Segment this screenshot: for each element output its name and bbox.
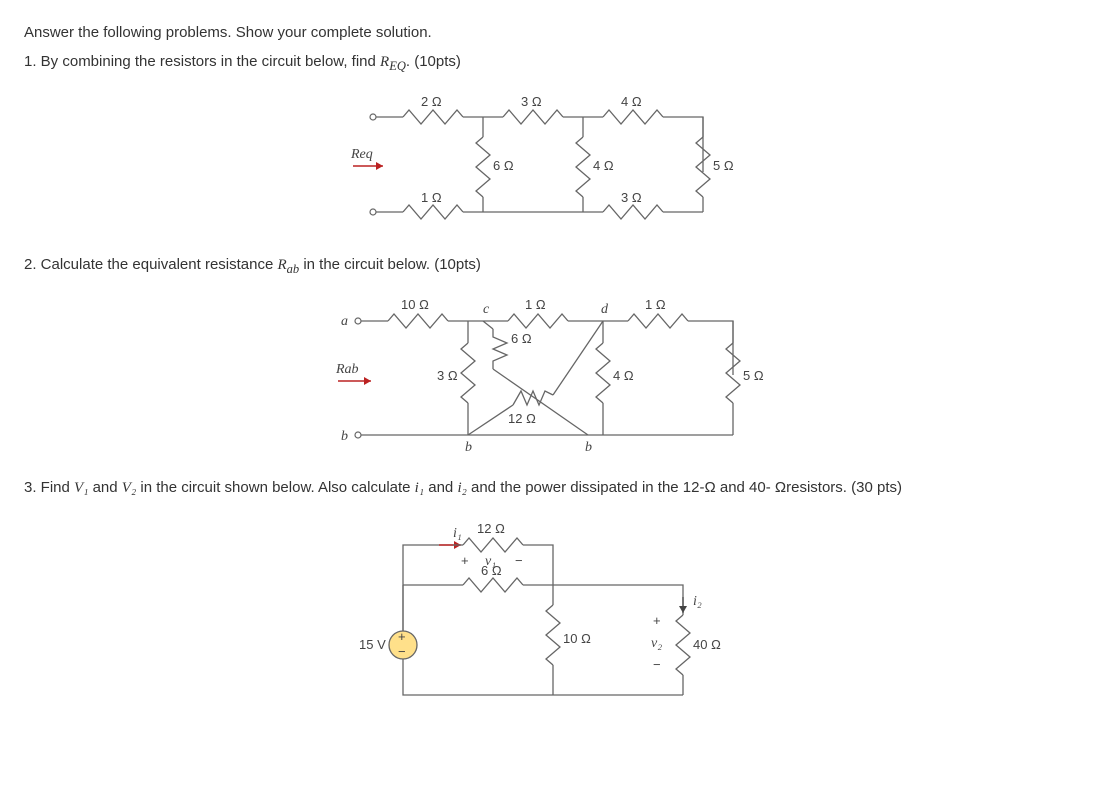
q3-t1: 3. Find bbox=[24, 479, 74, 496]
svg-text:3 Ω: 3 Ω bbox=[521, 94, 542, 109]
svg-text:12 Ω: 12 Ω bbox=[508, 411, 536, 426]
svg-text:−: − bbox=[398, 644, 406, 659]
svg-text:v₂: v₂ bbox=[651, 636, 662, 651]
q3-i1: i₁ bbox=[415, 480, 424, 496]
svg-text:1 Ω: 1 Ω bbox=[421, 190, 442, 205]
svg-text:b: b bbox=[585, 440, 592, 455]
circuit-3: + − 15 V i₁ 12 Ω + v₁ − 6 Ω 10 Ω i₂ 40 Ω… bbox=[343, 515, 763, 715]
svg-text:10 Ω: 10 Ω bbox=[401, 297, 429, 312]
q1-var: REQ bbox=[380, 54, 406, 70]
svg-text:5 Ω: 5 Ω bbox=[713, 158, 734, 173]
svg-text:6 Ω: 6 Ω bbox=[493, 158, 514, 173]
circuit-2: a 10 Ω c 1 Ω d 1 Ω 6 Ω 12 Ω 3 Ω 4 Ω 5 Ω … bbox=[333, 295, 773, 465]
q2-var: Rab bbox=[277, 257, 299, 273]
svg-text:3 Ω: 3 Ω bbox=[437, 368, 458, 383]
svg-text:c: c bbox=[483, 302, 490, 317]
svg-text:+: + bbox=[398, 629, 406, 644]
q3-v2: V₂ bbox=[122, 480, 136, 496]
svg-text:d: d bbox=[601, 302, 609, 317]
circuit-1: 2 Ω 3 Ω 4 Ω 6 Ω 4 Ω 5 Ω 1 Ω 3 Ω Req bbox=[343, 92, 763, 242]
question-1: 1. By combining the resistors in the cir… bbox=[24, 53, 1082, 74]
svg-text:3 Ω: 3 Ω bbox=[621, 190, 642, 205]
svg-text:4 Ω: 4 Ω bbox=[621, 94, 642, 109]
svg-text:b: b bbox=[465, 440, 472, 455]
svg-text:2 Ω: 2 Ω bbox=[421, 94, 442, 109]
svg-text:a: a bbox=[341, 314, 348, 329]
instructions: Answer the following problems. Show your… bbox=[24, 24, 1082, 41]
question-2: 2. Calculate the equivalent resistance R… bbox=[24, 256, 1082, 277]
svg-text:6 Ω: 6 Ω bbox=[481, 563, 502, 578]
svg-text:4 Ω: 4 Ω bbox=[613, 368, 634, 383]
svg-text:10 Ω: 10 Ω bbox=[563, 631, 591, 646]
svg-text:1 Ω: 1 Ω bbox=[645, 297, 666, 312]
svg-text:+: + bbox=[653, 613, 661, 628]
q3-i2: i₂ bbox=[457, 480, 466, 496]
q1-text: 1. By combining the resistors in the cir… bbox=[24, 53, 380, 70]
q3-v1: V₁ bbox=[74, 480, 88, 496]
svg-text:40 Ω: 40 Ω bbox=[693, 637, 721, 652]
svg-text:12 Ω: 12 Ω bbox=[477, 521, 505, 536]
svg-text:1 Ω: 1 Ω bbox=[525, 297, 546, 312]
svg-text:i₂: i₂ bbox=[693, 594, 702, 609]
svg-text:b: b bbox=[341, 429, 348, 444]
q2-text: 2. Calculate the equivalent resistance bbox=[24, 256, 277, 273]
q1-suffix: . (10pts) bbox=[406, 53, 461, 70]
svg-text:6 Ω: 6 Ω bbox=[511, 331, 532, 346]
question-3: 3. Find V₁ and V₂ in the circuit shown b… bbox=[24, 479, 1082, 497]
svg-text:−: − bbox=[515, 553, 523, 568]
svg-text:i₁: i₁ bbox=[453, 526, 462, 541]
svg-text:Req: Req bbox=[350, 147, 373, 162]
svg-text:4 Ω: 4 Ω bbox=[593, 158, 614, 173]
q2-suffix: in the circuit below. (10pts) bbox=[299, 256, 481, 273]
svg-text:−: − bbox=[653, 657, 661, 672]
svg-text:+: + bbox=[461, 553, 469, 568]
svg-text:5 Ω: 5 Ω bbox=[743, 368, 764, 383]
svg-text:Rab: Rab bbox=[335, 362, 359, 377]
svg-text:15 V: 15 V bbox=[359, 637, 386, 652]
